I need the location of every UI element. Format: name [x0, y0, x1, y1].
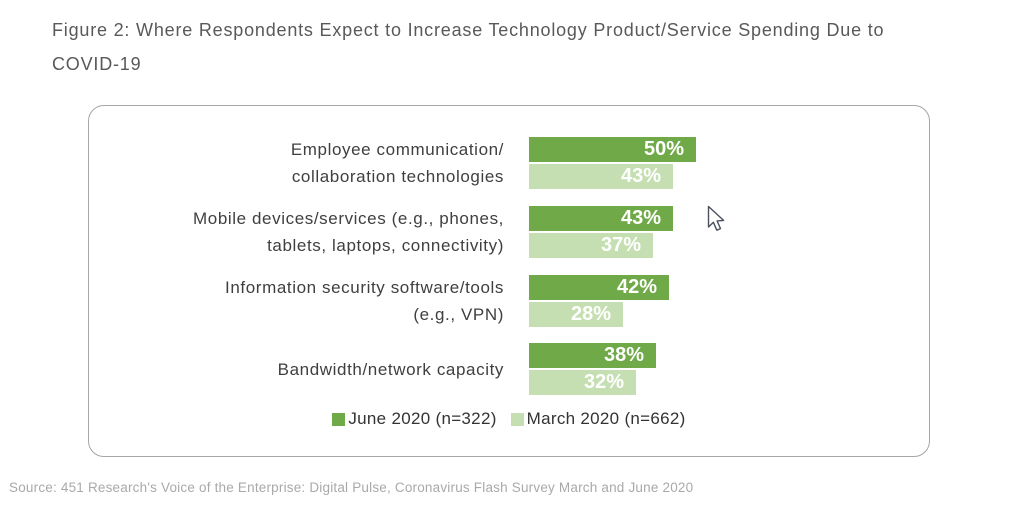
bar-june-3: 38% [529, 343, 656, 368]
legend-item-june: June 2020 (n=322) [332, 409, 496, 429]
source-line: Source: 451 Research's Voice of the Ente… [9, 480, 694, 495]
figure-title-line2: COVID-19 [52, 54, 142, 74]
bar-june-2: 42% [529, 275, 669, 300]
chart-legend: June 2020 (n=322) March 2020 (n=662) [89, 409, 929, 429]
figure-title: Figure 2: Where Respondents Expect to In… [52, 13, 884, 81]
chart-row: Information security software/tools (e.g.… [89, 274, 929, 328]
chart-row: Mobile devices/services (e.g., phones, ta… [89, 205, 929, 259]
chart-row: Employee communication/collaboration tec… [89, 136, 929, 190]
legend-label: March 2020 (n=662) [526, 409, 686, 428]
legend-swatch-june [332, 412, 346, 426]
legend-label: June 2020 (n=322) [348, 409, 497, 428]
chart-row: Bandwidth/network capacity 38% 32% [89, 343, 929, 395]
category-label: Mobile devices/services (e.g., phones, ta… [193, 209, 504, 255]
bar-march-1: 37% [529, 233, 653, 258]
bar-june-1: 43% [529, 206, 673, 231]
bar-march-3: 32% [529, 370, 636, 395]
bar-chart: Employee communication/collaboration tec… [89, 136, 929, 410]
bar-june-0: 50% [529, 137, 696, 162]
mouse-cursor-icon [707, 205, 725, 231]
category-label: Employee communication/collaboration tec… [290, 140, 504, 186]
bar-group: 38% 32% [504, 343, 656, 395]
bar-march-2: 28% [529, 302, 623, 327]
chart-panel: Employee communication/collaboration tec… [88, 105, 930, 457]
category-label: Bandwidth/network capacity [277, 359, 504, 379]
bar-march-0: 43% [529, 164, 673, 189]
bar-group: 42% 28% [504, 274, 669, 328]
bar-group: 43% 37% [504, 205, 673, 259]
bar-group: 50% 43% [504, 136, 696, 190]
figure-title-line1: Figure 2: Where Respondents Expect to In… [52, 20, 885, 40]
legend-item-march: March 2020 (n=662) [510, 409, 686, 429]
category-label: Information security software/tools (e.g.… [225, 278, 504, 324]
legend-swatch-march [510, 412, 524, 426]
